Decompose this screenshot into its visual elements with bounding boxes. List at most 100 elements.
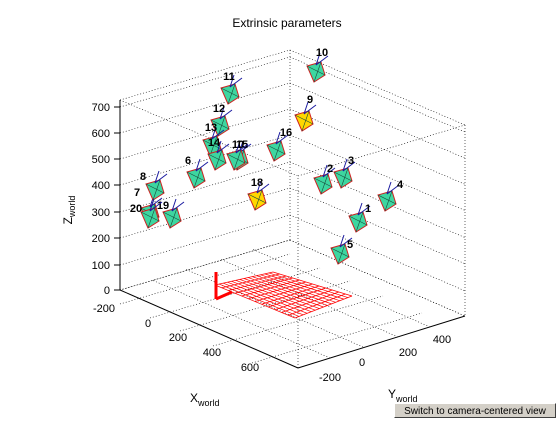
camera-6: 6 — [185, 155, 209, 189]
camera-axis — [315, 55, 329, 66]
camera-axis — [229, 77, 243, 88]
grid-line — [119, 134, 291, 186]
camera-label: 11 — [223, 71, 235, 83]
camera-edge — [162, 211, 182, 222]
z-tick-label: 500 — [92, 154, 110, 166]
camera-label: 6 — [185, 155, 191, 167]
pattern-line — [239, 279, 320, 309]
camera-label: 8 — [140, 171, 146, 183]
pattern-line — [227, 281, 308, 314]
z-tick-label: 600 — [92, 128, 110, 140]
camera-14: 14 — [207, 137, 230, 171]
x-tick-label: 200 — [169, 332, 187, 344]
origin-axis-x — [215, 290, 233, 301]
camera-axis — [216, 140, 222, 154]
camera-axis — [256, 180, 262, 194]
camera-axis — [235, 140, 241, 154]
z-tick-label: 700 — [92, 102, 110, 114]
camera-label: 3 — [348, 155, 354, 167]
camera-axis — [235, 143, 249, 154]
camera-axis — [154, 173, 168, 184]
y-tick-label: 200 — [399, 347, 417, 359]
camera-axis — [339, 237, 353, 248]
camera-10: 10 — [306, 47, 329, 83]
plot-title: Extrinsic parameters — [232, 16, 341, 30]
camera-axis — [171, 198, 177, 212]
camera-axis — [386, 184, 400, 195]
camera-axis — [357, 202, 363, 216]
camera-edge — [140, 211, 160, 222]
camera-edge — [330, 247, 350, 258]
camera-axis — [216, 143, 230, 154]
camera-label: 7 — [134, 187, 140, 199]
camera-label: 18 — [251, 177, 263, 189]
grid-line — [289, 49, 466, 126]
camera-edge — [273, 140, 282, 162]
y-tick-label: 400 — [433, 334, 451, 346]
pattern-line — [243, 278, 324, 308]
camera-edge — [320, 173, 329, 195]
camera-10: 10 — [226, 139, 249, 171]
camera-edge — [377, 194, 397, 205]
camera-edge — [266, 144, 286, 155]
camera-edge — [207, 153, 227, 164]
z-axis-label: Zworld — [61, 196, 77, 225]
switch-view-button[interactable]: Switch to camera-centered view — [394, 403, 556, 418]
grid-line — [119, 253, 291, 305]
camera-label: 10 — [316, 47, 328, 59]
camera-edge — [384, 190, 393, 212]
grid-line — [119, 49, 291, 101]
pattern-line — [235, 280, 316, 311]
camera-1: 1 — [348, 202, 371, 233]
camera-axis — [342, 161, 356, 172]
camera-label: 10 — [232, 139, 244, 151]
x-axis-line — [119, 289, 299, 369]
grid-line — [149, 267, 321, 319]
camera-edge — [217, 115, 226, 137]
pattern-line — [256, 275, 336, 303]
camera-9: 9 — [294, 94, 317, 132]
camera-16: 16 — [266, 127, 292, 162]
grid-line — [297, 124, 466, 177]
pattern-line — [219, 283, 300, 317]
grid-line — [251, 312, 423, 364]
y-tick-label: -200 — [319, 372, 341, 384]
camera-edge — [233, 149, 242, 171]
camera-label: 20 — [130, 203, 142, 215]
grid-line — [289, 108, 466, 185]
camera-label: 4 — [397, 179, 404, 191]
camera-axis — [322, 164, 328, 178]
camera-axis — [303, 101, 309, 115]
camera-axis — [315, 52, 321, 66]
camera-edge — [210, 119, 230, 130]
camera-8: 8 — [140, 170, 168, 201]
camera-edge — [333, 171, 353, 182]
camera-label: 9 — [307, 94, 313, 106]
camera-axis — [275, 134, 289, 145]
camera-axis — [219, 109, 233, 120]
pattern-line — [223, 282, 304, 316]
pattern-line — [264, 273, 344, 300]
z-tick-label: 200 — [92, 233, 110, 245]
camera-label: 1 — [365, 203, 371, 215]
grid-line — [119, 239, 291, 291]
camera-label: 14 — [208, 137, 221, 149]
camera-edge — [313, 61, 322, 83]
camera-edge — [193, 167, 202, 189]
camera-axis — [171, 201, 185, 212]
pattern-line — [248, 277, 328, 306]
camera-axis — [154, 170, 160, 184]
camera-edge — [294, 114, 314, 125]
camera-edge — [214, 149, 223, 171]
camera-axis — [275, 131, 281, 145]
axis-ticks: 0100200300400500600700-2000200400600-200… — [92, 102, 452, 384]
camera-label: 15 — [236, 139, 248, 151]
camera-label: 19 — [157, 200, 169, 212]
y-axis-label: Yworld — [388, 387, 418, 404]
camera-axis — [357, 205, 371, 216]
z-tick-label: 400 — [92, 180, 110, 192]
camera-edge — [247, 193, 267, 204]
pattern-line — [252, 276, 332, 305]
z-tick-label: 0 — [104, 285, 110, 297]
